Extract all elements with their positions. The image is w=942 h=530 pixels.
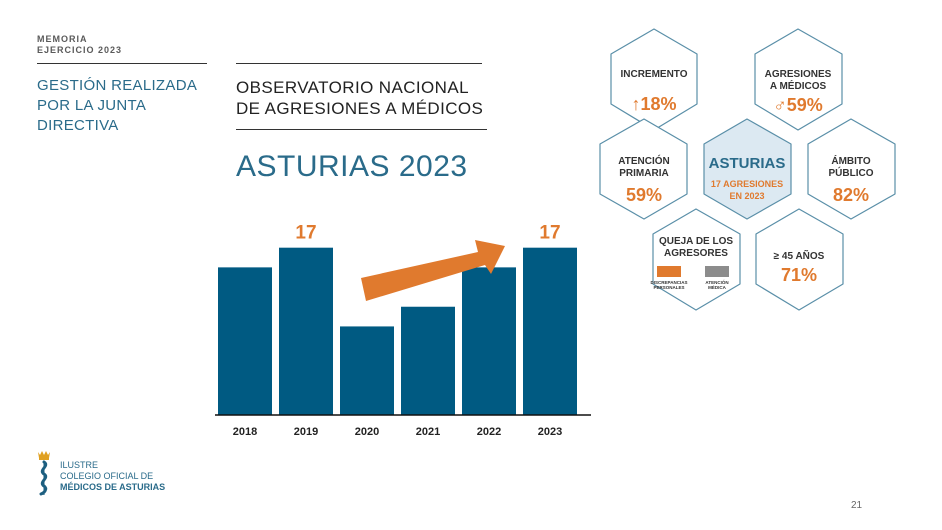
incremento-label: INCREMENTO <box>620 69 687 80</box>
edad-label: ≥ 45 AÑOS <box>774 249 825 262</box>
memoria-label: MEMORIA <box>37 34 88 44</box>
hex-asturias: ASTURIAS 17 AGRESIONES EN 2023 <box>703 118 792 220</box>
hex-shape <box>755 208 844 311</box>
agresiones-value: ♂59% <box>773 95 823 115</box>
hex-shape <box>610 28 698 131</box>
x-tick-2018: 2018 <box>233 426 257 438</box>
legend-swatch-discrepancias <box>657 266 681 277</box>
data-label-2019: 17 <box>295 223 316 244</box>
hex-ambito-publico: ÁMBITO PÚBLICO 82% <box>807 118 896 220</box>
bar-2021 <box>401 306 455 415</box>
legend-discrepancias-line1: DISCREPANCIAS <box>651 280 688 285</box>
header-divider <box>37 63 207 64</box>
hex-edad: ≥ 45 AÑOS 71% <box>755 208 844 311</box>
atencion-label1: ATENCIÓN <box>618 154 669 167</box>
x-tick-2020: 2020 <box>355 426 379 438</box>
bar-2019 <box>279 247 333 415</box>
x-tick-2022: 2022 <box>477 426 501 438</box>
incremento-value: ↑18% <box>631 94 676 114</box>
region-title: ASTURIAS 2023 <box>236 150 468 183</box>
ambito-label2: PÚBLICO <box>829 166 874 179</box>
x-tick-2019: 2019 <box>294 426 318 438</box>
legend-swatch-atencion-medica <box>705 266 729 277</box>
legend-atencion-line1: ATENCIÓN <box>705 278 728 285</box>
x-tick-2021: 2021 <box>416 426 440 438</box>
hex-shape <box>652 208 741 311</box>
queja-label1: QUEJA DE LOS <box>659 236 733 247</box>
bar-chart: 2018 2019 17 2020 2021 2022 2023 17 <box>215 223 591 438</box>
legend-atencion-line2: MÉDICA <box>708 283 726 290</box>
report-title-line1: OBSERVATORIO NACIONAL <box>236 78 469 97</box>
agresiones-label2: A MÉDICOS <box>770 79 827 92</box>
stats-hexagon-grid: INCREMENTO ↑18% AGRESIONES A MÉDICOS ♂59… <box>599 28 896 311</box>
ambito-label1: ÁMBITO <box>831 154 870 167</box>
hex-agresiones: AGRESIONES A MÉDICOS ♂59% <box>754 28 843 131</box>
bar-2020 <box>340 326 394 415</box>
report-title: OBSERVATORIO NACIONAL DE AGRESIONES A MÉ… <box>236 77 506 119</box>
hex-incremento: INCREMENTO ↑18% <box>610 28 698 131</box>
college-line2: COLEGIO OFICIAL DE <box>60 471 154 481</box>
edad-value: 71% <box>781 265 817 285</box>
ambito-value: 82% <box>833 185 869 205</box>
college-line1: ILUSTRE <box>60 460 99 470</box>
bar-2018 <box>218 267 272 415</box>
hex-shape <box>807 118 896 220</box>
asturias-label: ASTURIAS <box>709 155 786 172</box>
memoria-header: MEMORIA EJERCICIO 2023 <box>37 34 122 56</box>
data-label-2023: 17 <box>539 223 560 244</box>
bar-2022 <box>462 267 516 415</box>
hex-shape <box>754 28 843 131</box>
asturias-sub1: 17 AGRESIONES <box>711 179 783 189</box>
asturias-sub2: EN 2023 <box>729 191 764 201</box>
x-tick-2023: 2023 <box>538 426 562 438</box>
title-top-divider <box>236 63 482 64</box>
hex-shape <box>599 118 688 220</box>
atencion-value: 59% <box>626 185 662 205</box>
hex-atencion-primaria: ATENCIÓN PRIMARIA 59% <box>599 118 688 220</box>
agresiones-label1: AGRESIONES <box>765 69 832 80</box>
college-line3: MÉDICOS DE ASTURIAS <box>60 482 166 492</box>
queja-label2: AGRESORES <box>664 248 728 259</box>
hex-queja-agresores: QUEJA DE LOS AGRESORES DISCREPANCIAS PER… <box>651 208 741 311</box>
page-number: 21 <box>851 500 863 511</box>
atencion-label2: PRIMARIA <box>619 168 668 179</box>
college-name: ILUSTRE COLEGIO OFICIAL DE MÉDICOS DE AS… <box>60 460 165 493</box>
section-title: GESTIÓN REALIZADA POR LA JUNTA DIRECTIVA <box>37 77 197 134</box>
college-logo-icon <box>38 451 50 496</box>
report-title-line2: DE AGRESIONES A MÉDICOS <box>236 99 484 118</box>
ejercicio-label: EJERCICIO 2023 <box>37 45 123 55</box>
title-bottom-divider <box>236 129 487 130</box>
bar-2023 <box>523 247 577 415</box>
trend-arrow-icon <box>361 240 505 301</box>
bars-layer: 2018 2019 17 2020 2021 2022 2023 17 <box>218 223 577 438</box>
hex-shape <box>703 118 792 220</box>
legend-discrepancias-line2: PERSONALES <box>653 285 684 290</box>
